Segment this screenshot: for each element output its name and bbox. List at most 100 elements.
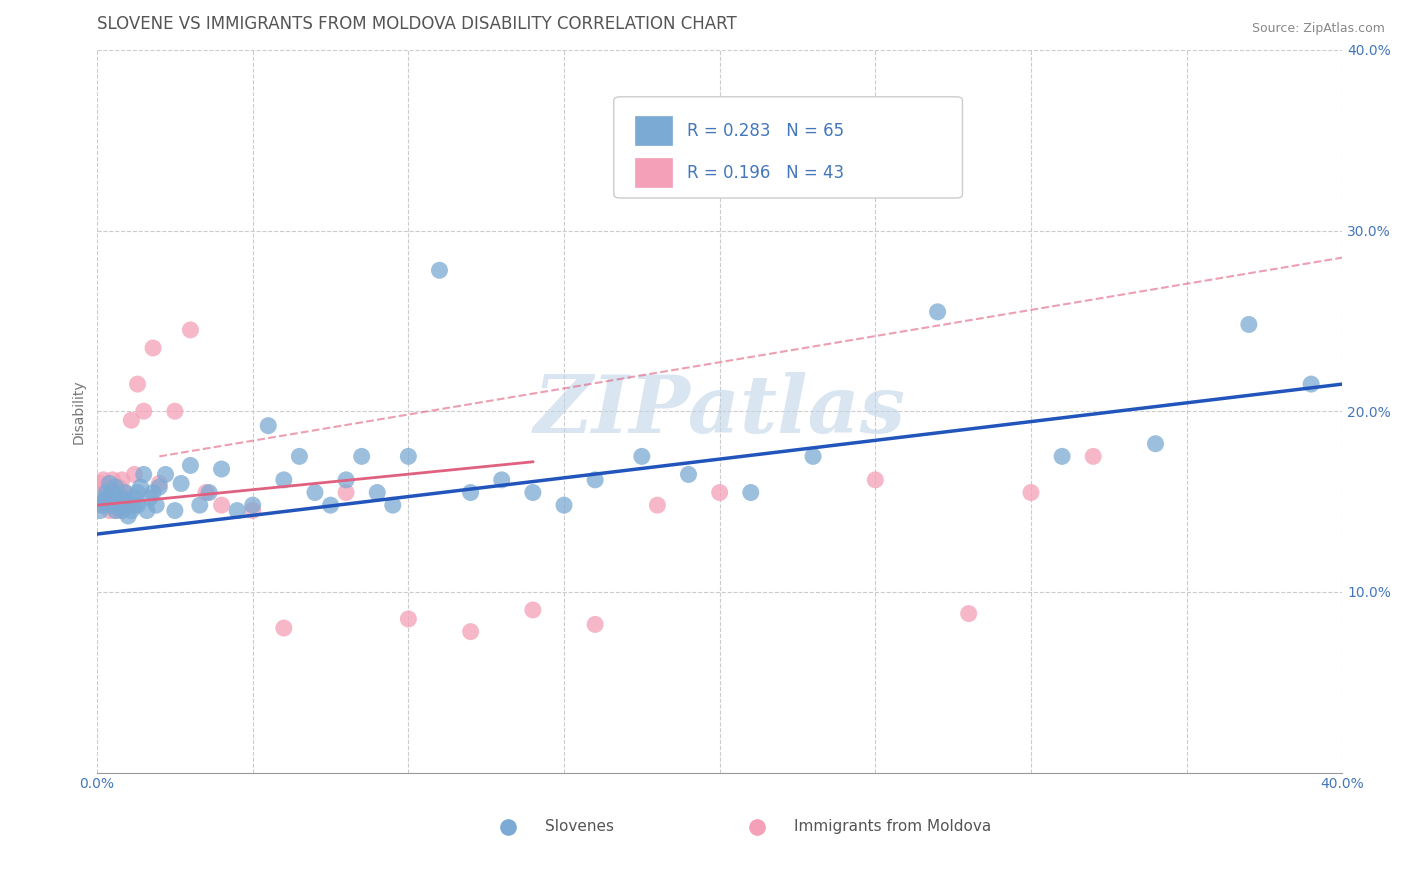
Point	[108, 494, 131, 508]
Text: Slovenes: Slovenes	[546, 819, 614, 834]
Point	[927, 305, 949, 319]
Point	[429, 263, 451, 277]
Point	[1144, 436, 1167, 450]
Point	[108, 498, 131, 512]
Point	[647, 498, 669, 512]
Point	[98, 503, 121, 517]
Point	[242, 503, 264, 517]
Point	[350, 450, 373, 464]
Point	[381, 498, 404, 512]
Point	[139, 491, 162, 505]
Point	[114, 485, 136, 500]
Point	[104, 480, 127, 494]
Point	[226, 503, 249, 517]
Point	[198, 485, 221, 500]
Point	[101, 485, 124, 500]
Point	[96, 480, 118, 494]
Point	[132, 404, 155, 418]
Point	[104, 485, 127, 500]
Point	[91, 498, 114, 512]
Bar	[636, 116, 672, 145]
Point	[114, 498, 136, 512]
Point	[96, 485, 118, 500]
Y-axis label: Disability: Disability	[72, 379, 86, 443]
Point	[117, 494, 139, 508]
Text: SLOVENE VS IMMIGRANTS FROM MOLDOVA DISABILITY CORRELATION CHART: SLOVENE VS IMMIGRANTS FROM MOLDOVA DISAB…	[97, 15, 737, 33]
Point	[163, 503, 186, 517]
Point	[335, 473, 357, 487]
Text: R = 0.196   N = 43: R = 0.196 N = 43	[688, 164, 845, 182]
Point	[553, 498, 575, 512]
Point	[211, 462, 233, 476]
Text: Source: ZipAtlas.com: Source: ZipAtlas.com	[1251, 22, 1385, 36]
Point	[120, 413, 142, 427]
Point	[142, 485, 165, 500]
Point	[179, 323, 201, 337]
Point	[522, 485, 544, 500]
Point	[114, 485, 136, 500]
Point	[319, 498, 342, 512]
Point	[145, 498, 167, 512]
Point	[709, 485, 731, 500]
Point	[865, 473, 887, 487]
Point	[188, 498, 211, 512]
Point	[127, 377, 149, 392]
Point	[195, 485, 218, 500]
Point	[1301, 377, 1323, 392]
Text: Immigrants from Moldova: Immigrants from Moldova	[794, 819, 991, 834]
Point	[101, 473, 124, 487]
Point	[91, 491, 114, 505]
Point	[257, 418, 280, 433]
Point	[957, 607, 980, 621]
Point	[89, 485, 111, 500]
Point	[127, 498, 149, 512]
Point	[108, 498, 131, 512]
Point	[170, 476, 193, 491]
Point	[1237, 318, 1260, 332]
Text: ZIPatlas: ZIPatlas	[534, 373, 905, 450]
Point	[96, 498, 118, 512]
Point	[460, 485, 482, 500]
Point	[678, 467, 700, 482]
Point	[396, 450, 419, 464]
Point	[179, 458, 201, 473]
Point	[111, 503, 134, 517]
Point	[366, 485, 388, 500]
Point	[211, 498, 233, 512]
Point	[583, 617, 606, 632]
Point	[124, 467, 146, 482]
Point	[111, 473, 134, 487]
Point	[1050, 450, 1073, 464]
Point	[273, 621, 295, 635]
Point	[801, 450, 824, 464]
Point	[142, 341, 165, 355]
Text: R = 0.283   N = 65: R = 0.283 N = 65	[688, 122, 845, 140]
Point	[91, 494, 114, 508]
Point	[91, 473, 114, 487]
Point	[155, 467, 177, 482]
Point	[148, 480, 170, 494]
Point	[148, 476, 170, 491]
Point	[89, 503, 111, 517]
Point	[273, 473, 295, 487]
Bar	[636, 158, 672, 187]
Point	[124, 498, 146, 512]
Point	[89, 498, 111, 512]
Point	[96, 491, 118, 505]
Point	[114, 491, 136, 505]
Point	[117, 508, 139, 523]
Point	[98, 476, 121, 491]
Point	[522, 603, 544, 617]
Point	[104, 503, 127, 517]
Point	[89, 476, 111, 491]
Point	[124, 491, 146, 505]
Point	[120, 503, 142, 517]
Point	[163, 404, 186, 418]
Point	[335, 485, 357, 500]
Point	[304, 485, 326, 500]
Point	[583, 473, 606, 487]
Point	[101, 498, 124, 512]
Point	[132, 467, 155, 482]
Point	[101, 498, 124, 512]
Point	[129, 480, 152, 494]
